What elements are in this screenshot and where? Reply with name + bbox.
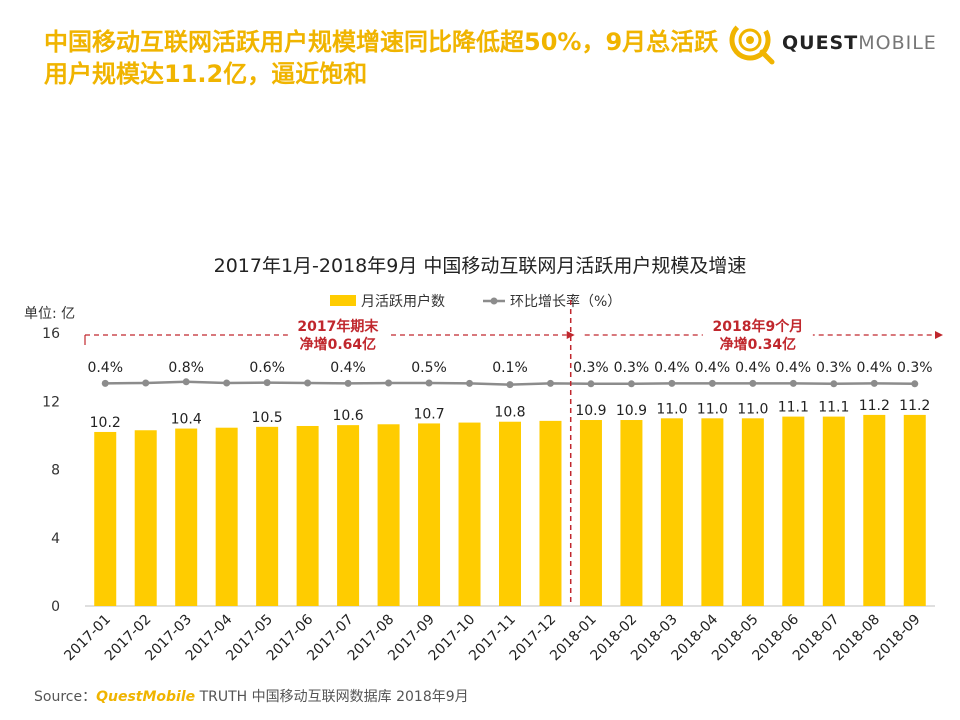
bar <box>458 422 481 606</box>
growth-point <box>911 380 919 388</box>
growth-point <box>668 379 676 387</box>
bar-value-label: 11.0 <box>737 401 768 417</box>
bar-value-label: 11.0 <box>697 401 728 417</box>
bar <box>782 416 805 606</box>
y-tick-label: 16 <box>42 326 60 342</box>
bar <box>903 414 926 606</box>
bar <box>256 426 279 606</box>
growth-point <box>385 379 393 387</box>
legend-bar-swatch <box>330 295 356 306</box>
growth-value-label: 0.3% <box>573 360 609 376</box>
logo-wordmark: QUESTMOBILE <box>782 32 937 54</box>
growth-point <box>263 379 271 387</box>
growth-point <box>830 380 838 388</box>
bar-value-label: 10.2 <box>90 415 121 431</box>
bar <box>822 416 845 606</box>
growth-value-label: 0.4% <box>87 360 123 376</box>
growth-point <box>870 379 878 387</box>
legend-line-marker <box>490 297 498 305</box>
growth-point <box>425 379 433 387</box>
growth-value-label: 0.4% <box>654 360 690 376</box>
growth-point <box>466 379 474 387</box>
growth-value-label: 0.6% <box>249 360 285 376</box>
growth-point <box>506 381 514 389</box>
growth-value-label: 0.3% <box>897 360 933 376</box>
bar <box>134 430 157 606</box>
growth-value-label: 0.1% <box>492 360 528 376</box>
growth-point <box>344 379 352 387</box>
annotation-label: 净增0.64亿 <box>300 336 377 353</box>
questmobile-logo-icon <box>729 19 775 65</box>
y-tick-label: 4 <box>51 531 60 547</box>
bar-value-label: 10.7 <box>413 406 444 422</box>
growth-value-label: 0.4% <box>776 360 812 376</box>
annotation-label: 2017年期末 <box>297 318 379 335</box>
annotation-bg <box>702 315 813 355</box>
bar <box>539 420 562 606</box>
source-note: Source：QuestMobile TRUTH 中国移动互联网数据库 2018… <box>34 689 469 705</box>
growth-point <box>182 378 190 386</box>
bar <box>175 428 198 606</box>
growth-value-label: 0.8% <box>168 360 204 376</box>
annotation-arrowhead <box>566 331 575 339</box>
headline: 中国移动互联网活跃用户规模增速同比降低超50%，9月总活跃用户规模达11.2亿，… <box>44 28 719 88</box>
y-tick-label: 8 <box>51 463 60 479</box>
bar <box>660 418 683 606</box>
bar-value-label: 11.1 <box>778 400 809 416</box>
growth-value-label: 0.4% <box>330 360 366 376</box>
bar <box>215 427 238 606</box>
annotation-bg <box>287 315 388 355</box>
bar-value-label: 11.1 <box>818 400 849 416</box>
legend-bar-label: 月活跃用户数 <box>361 293 445 310</box>
y-tick-label: 12 <box>42 394 60 410</box>
bar-value-label: 10.8 <box>494 405 525 421</box>
annotation-arrowhead <box>935 331 943 339</box>
bar <box>741 418 764 606</box>
growth-point <box>789 379 797 387</box>
growth-point <box>627 380 635 388</box>
growth-value-label: 0.3% <box>614 360 650 376</box>
growth-value-label: 0.4% <box>856 360 892 376</box>
growth-value-label: 0.3% <box>816 360 852 376</box>
bar-value-label: 10.9 <box>575 403 606 419</box>
chart-title: 2017年1月-2018年9月 中国移动互联网月活跃用户规模及增速 <box>214 255 747 277</box>
bar-value-label: 11.2 <box>899 398 930 414</box>
bar-value-label: 11.2 <box>859 398 890 414</box>
bar-value-label: 10.6 <box>333 408 364 424</box>
bar <box>620 420 643 606</box>
growth-point <box>304 379 312 387</box>
annotation-label: 净增0.34亿 <box>720 336 797 353</box>
bar-value-label: 10.4 <box>171 412 202 428</box>
bar-value-label: 10.5 <box>252 410 283 426</box>
bar <box>418 423 441 606</box>
bar-value-label: 11.0 <box>656 401 687 417</box>
growth-point <box>223 379 231 387</box>
growth-value-label: 0.5% <box>411 360 447 376</box>
annotation-label: 2018年9个月 <box>712 318 803 335</box>
growth-value-label: 0.4% <box>695 360 731 376</box>
bar <box>579 420 602 606</box>
growth-point <box>142 379 150 387</box>
bar <box>94 431 117 606</box>
y-axis-label: 单位: 亿 <box>24 306 75 322</box>
growth-point <box>101 379 109 387</box>
bar-value-label: 10.9 <box>616 403 647 419</box>
y-tick-label: 0 <box>51 599 60 615</box>
growth-point <box>708 379 716 387</box>
growth-point <box>749 379 757 387</box>
bar <box>377 424 400 606</box>
bar <box>296 425 319 606</box>
questmobile-logo: QUESTMOBILE <box>726 14 936 68</box>
legend-line-label: 环比增长率（%） <box>510 293 621 310</box>
growth-value-label: 0.4% <box>735 360 771 376</box>
bar <box>499 421 521 606</box>
growth-point <box>587 380 595 388</box>
bar <box>863 414 886 606</box>
growth-point <box>546 379 554 387</box>
bar <box>701 418 724 606</box>
bar <box>337 425 360 606</box>
